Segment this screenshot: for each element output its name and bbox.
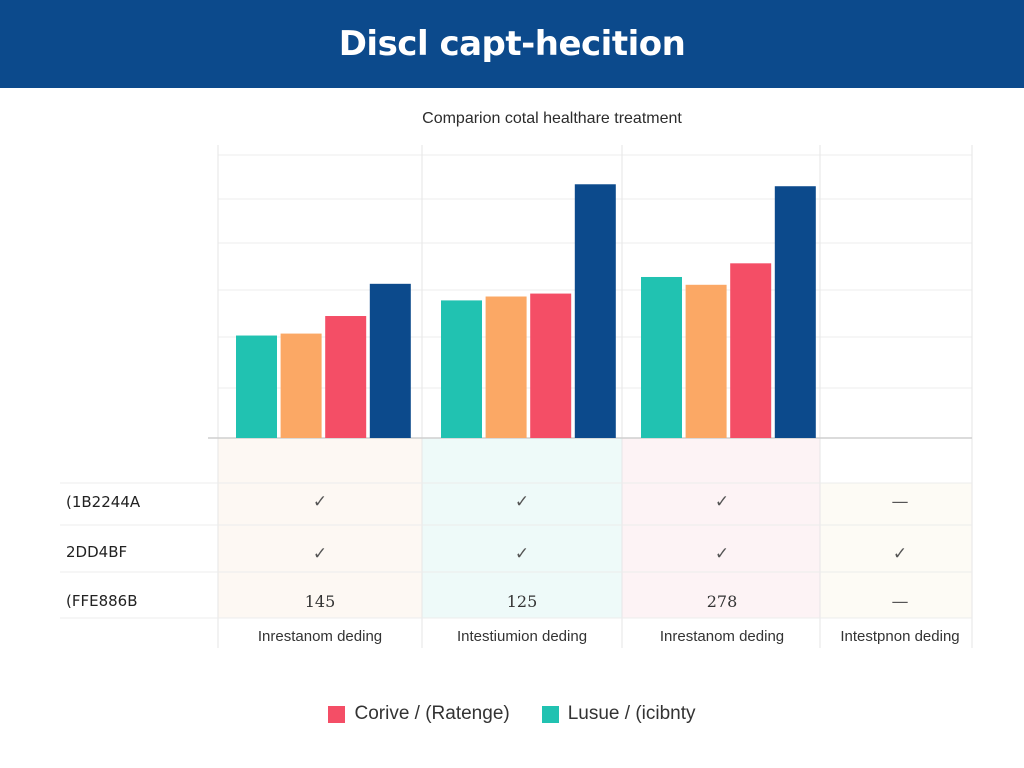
table-cell: 145 (304, 592, 336, 611)
bar (369, 283, 411, 438)
bar (441, 300, 482, 438)
bar (685, 284, 727, 438)
page-title: Discl capt-hecition (338, 24, 686, 64)
table-cell: 278 (706, 592, 738, 611)
table-column-bg (422, 438, 622, 618)
chart-title: Comparion cotal healthare treatment (422, 110, 682, 127)
bar (574, 184, 616, 438)
table-cell: ✓ (892, 544, 908, 564)
x-tick-label: Intestiumion deding (456, 628, 588, 645)
legend-label: Lusue / (icibnty (567, 703, 696, 724)
table-cell: — (891, 492, 909, 512)
table-cell: ✓ (312, 544, 328, 564)
legend-item: Lusue / (icibnty (541, 703, 696, 725)
legend-swatch (328, 705, 346, 723)
bar (485, 296, 527, 438)
bar (730, 263, 772, 438)
legend-label: Corive / (Ratenge) (354, 703, 510, 724)
bar (530, 293, 572, 438)
table-cell: ✓ (514, 492, 530, 512)
table-row-label: (1B2244A (66, 493, 141, 511)
bar (325, 316, 367, 438)
table-cell: ✓ (714, 492, 730, 512)
table-column-bg (622, 438, 820, 618)
bar (280, 333, 322, 438)
table-row-label: (FFE886B (66, 592, 138, 610)
legend: Corive / (Ratenge) Lusue / (icibnty (0, 703, 1024, 725)
x-tick-label: Inrestanom deding (659, 628, 785, 645)
table-cell: ✓ (514, 544, 530, 564)
table-column-bg (218, 438, 422, 618)
legend-swatch (541, 705, 559, 723)
bar (641, 276, 682, 438)
table-cell: ✓ (714, 544, 730, 564)
x-tick-label: Intestpnon deding (840, 628, 960, 645)
table-cell: — (891, 592, 909, 612)
bar (774, 186, 816, 438)
table-cell: 125 (506, 592, 538, 611)
x-tick-label: Inrestanom deding (257, 628, 383, 645)
header-bar: Discl capt-hecition (0, 0, 1024, 88)
bar (236, 335, 277, 438)
legend-item: Corive / (Ratenge) (328, 703, 510, 725)
table-row-label: 2DD4BF (66, 543, 128, 561)
table-cell: ✓ (312, 492, 328, 512)
table-column-bg (820, 483, 972, 618)
